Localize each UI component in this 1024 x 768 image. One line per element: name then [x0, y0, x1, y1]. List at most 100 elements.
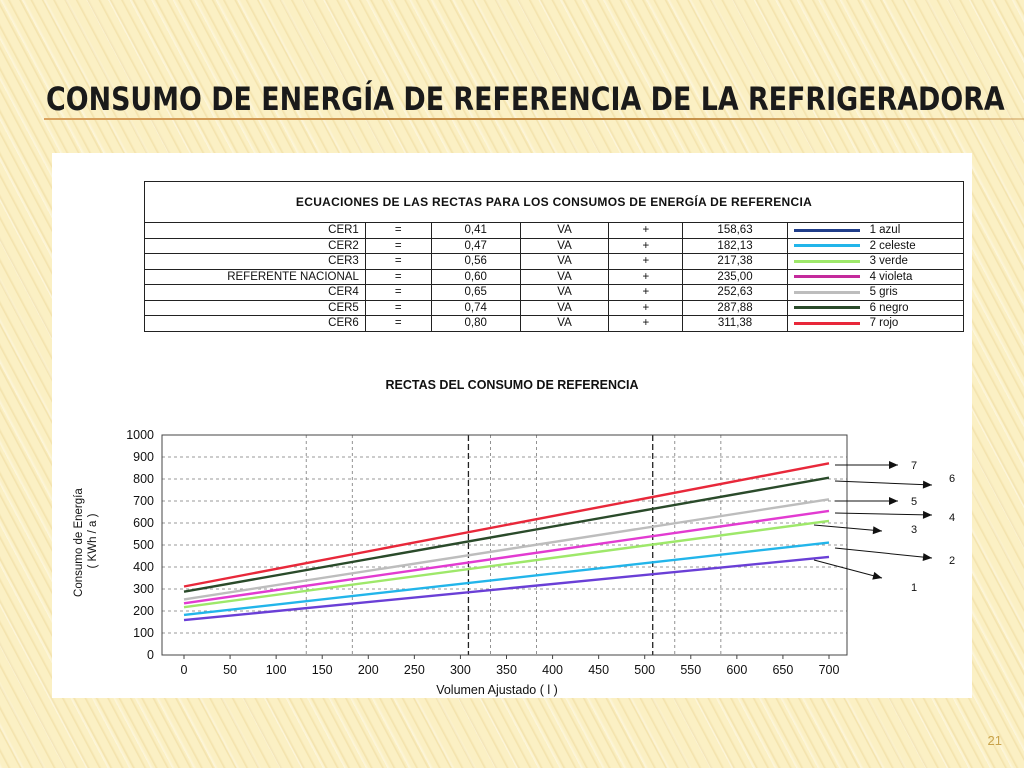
slide-title: Consumo de Energía de Referencia de la R…: [46, 80, 1005, 118]
y-tick-label: 700: [133, 494, 154, 508]
callout-arrowhead-3: [872, 526, 882, 535]
chart-callouts: 1 2 3 4 5 6 7: [813, 460, 955, 594]
callout-arrowhead-6: [922, 480, 932, 489]
x-tick-label: 100: [266, 663, 287, 677]
y-tick-label: 1000: [126, 428, 154, 442]
series-line-3: [183, 519, 830, 609]
variable: VA: [519, 253, 610, 270]
legend-label: 4 violeta: [869, 270, 913, 283]
coefficient: 0,80: [430, 315, 521, 332]
series-line-4: [183, 509, 830, 605]
page-number: 21: [987, 733, 1002, 748]
callout-line-1: [813, 559, 883, 579]
equation-name: CER3: [144, 253, 366, 270]
y-axis-label-line1: Consumo de Energía: [73, 488, 85, 597]
x-tick-label: 700: [819, 663, 840, 677]
equations-table-row: CER5 = 0,74 VA +287,88 6 negro: [144, 299, 965, 316]
y-tick-label: 100: [133, 626, 154, 640]
figure-image: ECUACIONES DE LAS RECTAS PARA LOS CONSUM…: [52, 153, 972, 698]
series-label-3: 3: [911, 524, 917, 536]
series-line-5: [183, 498, 830, 601]
equations-table-row: CER1 = 0,41 VA +158,63 1 azul: [144, 222, 965, 239]
plus-sign: +: [608, 284, 684, 301]
y-tick-label: 300: [133, 582, 154, 596]
equations-table-body: CER1 = 0,41 VA +158,63 1 azul CER2 = 0,47 VA +182,…: [144, 222, 965, 332]
constant: 311,38: [682, 315, 788, 332]
x-tick-label: 200: [358, 663, 379, 677]
equations-table: ECUACIONES DE LAS RECTAS PARA LOS CONSUM…: [144, 181, 965, 332]
series-line-6: [183, 476, 830, 593]
equations-table-title: ECUACIONES DE LAS RECTAS PARA LOS CONSUM…: [144, 181, 964, 223]
y-tick-label: 800: [133, 472, 154, 486]
x-tick-label: 600: [726, 663, 747, 677]
callout-arrowhead-4: [922, 510, 932, 519]
chart-axes: 0 100 200 300 400 500 600 700 800 900 1000 0 50 100 15…: [126, 428, 848, 677]
x-tick-label: 450: [588, 663, 609, 677]
legend-label: 5 gris: [869, 286, 898, 299]
x-tick-label: 500: [634, 663, 655, 677]
chart-grid: [162, 434, 847, 655]
series-label-2: 2: [949, 555, 955, 567]
y-axis-label: Consumo de Energía ( KWh / a ): [73, 485, 99, 597]
legend-swatch: [793, 306, 860, 310]
equations-table-row: CER3 = 0,56 VA +217,38 3 verde: [144, 253, 965, 270]
y-tick-label: 600: [133, 516, 154, 530]
callout-line-4: [834, 512, 933, 516]
callout-line-2: [834, 547, 933, 559]
legend-label: 3 verde: [869, 255, 908, 268]
series-label-1: 1: [911, 582, 917, 594]
plot-frame: [161, 434, 848, 656]
variable: VA: [519, 222, 610, 239]
y-tick-label: 400: [133, 560, 154, 574]
legend-cell: 7 rojo: [786, 315, 965, 332]
equation-name: CER6: [144, 315, 366, 332]
legend-swatch: [793, 259, 860, 263]
legend-label: 1 azul: [869, 224, 901, 237]
x-tick-label: 650: [772, 663, 793, 677]
legend-swatch: [793, 290, 860, 294]
chart-series: [183, 462, 830, 622]
y-tick-label: 0: [147, 648, 154, 662]
x-tick-label: 300: [450, 663, 471, 677]
coefficient: 0,56: [430, 253, 521, 270]
constant: 182,13: [682, 237, 788, 254]
plus-sign: +: [608, 315, 684, 332]
x-tick-label: 150: [312, 663, 333, 677]
callout-arrowhead-2: [922, 553, 932, 562]
callout-arrowhead-5: [889, 497, 898, 505]
x-tick-label: 0: [181, 663, 188, 677]
x-tick-label: 550: [680, 663, 701, 677]
variable: VA: [519, 315, 610, 332]
callout-arrowhead-7: [889, 461, 898, 469]
y-tick-label: 500: [133, 538, 154, 552]
chart-area: RECTAS DEL CONSUMO DE REFERENCIA 0100200…: [73, 378, 955, 697]
equations-table-row: CER2 = 0,47 VA +182,13 2 celeste: [144, 237, 965, 254]
x-axis-label: Volumen Ajustado ( l ): [436, 683, 558, 697]
title-underline: [44, 118, 1024, 120]
y-tick-label: 900: [133, 450, 154, 464]
x-tick-label: 250: [404, 663, 425, 677]
legend-label: 2 celeste: [869, 239, 916, 252]
series-label-5: 5: [911, 496, 917, 508]
y-axis-label-line2: ( KWh / a ): [87, 513, 99, 568]
callout-line-3: [813, 524, 883, 532]
legend-swatch: [793, 275, 860, 279]
callout-line-6: [834, 480, 933, 486]
x-tick-label: 350: [496, 663, 517, 677]
plus-sign: +: [608, 299, 684, 316]
legend-swatch: [793, 244, 860, 248]
equals-sign: =: [364, 315, 432, 332]
series-label-6: 6: [949, 473, 955, 485]
equations-table-row: CER6 = 0,80 VA +311,38 7 rojo: [144, 315, 965, 332]
legend-swatch: [793, 321, 860, 325]
series-line-2: [183, 541, 830, 617]
series-label-7: 7: [911, 460, 917, 472]
legend-label: 6 negro: [869, 301, 909, 314]
legend-label: 7 rojo: [869, 317, 899, 330]
series-line-7: [183, 462, 830, 588]
chart-title: RECTAS DEL CONSUMO DE REFERENCIA: [385, 378, 638, 392]
x-tick-label: 50: [223, 663, 237, 677]
x-tick-label: 400: [542, 663, 563, 677]
series-label-4: 4: [949, 512, 955, 524]
legend-swatch: [793, 228, 860, 232]
